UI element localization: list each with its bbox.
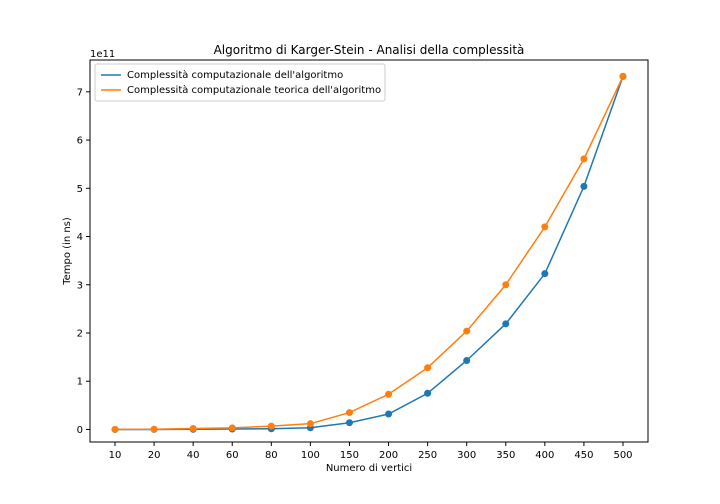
x-tick-label: 60 <box>226 450 239 461</box>
x-tick-label: 80 <box>265 450 278 461</box>
data-point <box>345 419 353 427</box>
data-point <box>385 390 393 398</box>
data-point <box>463 327 471 335</box>
data-point <box>502 281 510 289</box>
y-tick-label: 0 <box>77 425 83 436</box>
data-point <box>619 72 627 80</box>
series-line-0 <box>114 76 624 431</box>
y-tick-label: 2 <box>77 328 83 339</box>
data-point <box>580 182 588 190</box>
x-tick-label: 10 <box>109 450 122 461</box>
legend-label-measured: Complessità computazionale dell'algoritm… <box>127 69 343 81</box>
y-tick-label: 3 <box>77 280 83 291</box>
chart-title: Algoritmo di Karger-Stein - Analisi dell… <box>214 43 525 57</box>
legend-label-theoretical: Complessità computazionale teorica dell'… <box>127 84 381 96</box>
data-point <box>111 425 119 433</box>
data-point <box>267 422 275 430</box>
y-tick-label: 1 <box>77 377 83 388</box>
x-axis: 10 20 40 60 80 100 150 200 250 300 350 400 450 500 <box>109 442 633 461</box>
data-point <box>424 389 432 397</box>
data-point <box>463 356 471 364</box>
legend-box <box>94 63 386 102</box>
series-line-1 <box>114 76 624 431</box>
plot-series <box>111 72 627 433</box>
plot-frame <box>89 59 649 443</box>
data-point <box>306 420 314 428</box>
data-point <box>189 424 197 432</box>
x-tick-label: 250 <box>418 450 437 461</box>
x-tick-label: 150 <box>340 450 359 461</box>
x-tick-label: 450 <box>574 450 593 461</box>
x-tick-label: 350 <box>496 450 515 461</box>
data-point <box>580 155 588 163</box>
x-tick-label: 100 <box>301 450 320 461</box>
x-axis-label: Numero di vertici <box>326 463 412 474</box>
data-point <box>424 364 432 372</box>
y-tick-label: 4 <box>77 232 83 243</box>
data-point <box>345 409 353 417</box>
x-tick-label: 300 <box>457 450 476 461</box>
data-point <box>150 425 158 433</box>
data-point <box>228 424 236 432</box>
y-offset-label: 1e11 <box>90 49 115 60</box>
x-tick-label: 400 <box>535 450 554 461</box>
x-tick-label: 200 <box>379 450 398 461</box>
x-tick-label: 500 <box>613 450 632 461</box>
y-axis: 0 1 2 3 4 5 6 7 <box>77 87 90 436</box>
y-axis-label: Tempo (in ns) <box>62 217 73 286</box>
x-tick-label: 40 <box>187 450 200 461</box>
x-tick-label: 20 <box>148 450 161 461</box>
y-tick-label: 6 <box>77 136 83 147</box>
data-point <box>385 410 393 418</box>
y-tick-label: 7 <box>77 87 83 98</box>
data-point <box>502 320 510 328</box>
data-point <box>541 270 549 278</box>
y-tick-label: 5 <box>77 184 83 195</box>
legend: Complessità computazionale dell'algoritm… <box>94 63 386 102</box>
data-point <box>541 223 549 231</box>
